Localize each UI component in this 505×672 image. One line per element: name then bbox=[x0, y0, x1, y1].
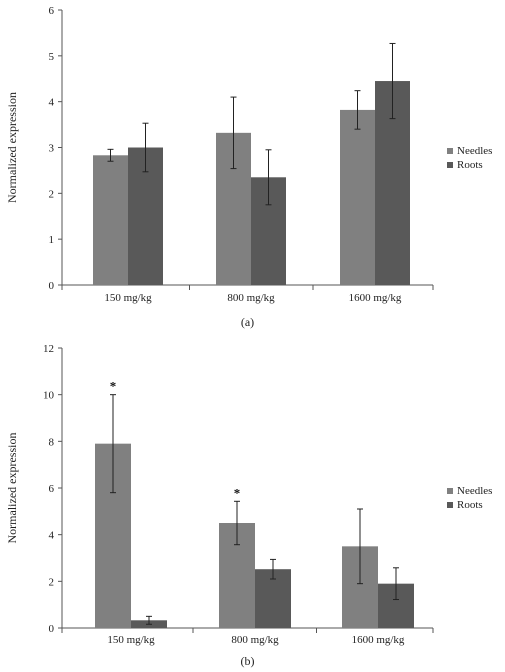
bar-needles bbox=[93, 155, 128, 285]
y-tick-label: 12 bbox=[43, 343, 54, 355]
legend-label: Needles bbox=[457, 485, 492, 497]
legend-swatch bbox=[447, 148, 453, 154]
legend-label: Needles bbox=[457, 145, 492, 157]
x-category-label: 800 mg/kg bbox=[227, 292, 275, 304]
chart-caption: (a) bbox=[241, 315, 254, 329]
y-tick-label: 6 bbox=[49, 483, 55, 495]
chart-caption: (b) bbox=[241, 654, 255, 668]
legend-swatch bbox=[447, 502, 453, 508]
y-tick-label: 3 bbox=[49, 143, 55, 155]
legend-swatch bbox=[447, 488, 453, 494]
y-tick-label: 6 bbox=[49, 5, 55, 17]
x-category-label: 800 mg/kg bbox=[231, 634, 279, 646]
y-tick-label: 2 bbox=[49, 576, 55, 588]
y-tick-label: 4 bbox=[49, 530, 55, 542]
x-category-label: 1600 mg/kg bbox=[349, 292, 402, 304]
y-tick-label: 10 bbox=[43, 390, 55, 402]
significance-marker: * bbox=[234, 485, 241, 500]
x-category-label: 150 mg/kg bbox=[104, 292, 152, 304]
legend-label: Roots bbox=[457, 499, 483, 511]
y-axis-label: Normalized expression bbox=[5, 433, 19, 544]
x-category-label: 150 mg/kg bbox=[107, 634, 155, 646]
significance-marker: * bbox=[110, 379, 117, 394]
legend-label: Roots bbox=[457, 159, 483, 171]
y-tick-label: 2 bbox=[49, 188, 55, 200]
y-tick-label: 0 bbox=[49, 623, 55, 635]
y-axis-label: Normalized expression bbox=[5, 92, 19, 203]
y-tick-label: 5 bbox=[49, 51, 55, 63]
y-tick-label: 1 bbox=[49, 234, 55, 246]
bar-needles bbox=[340, 109, 375, 286]
y-tick-label: 0 bbox=[49, 280, 55, 292]
y-tick-label: 4 bbox=[49, 97, 55, 109]
y-tick-label: 8 bbox=[49, 436, 55, 448]
legend-swatch bbox=[447, 162, 453, 168]
x-category-label: 1600 mg/kg bbox=[352, 634, 405, 646]
